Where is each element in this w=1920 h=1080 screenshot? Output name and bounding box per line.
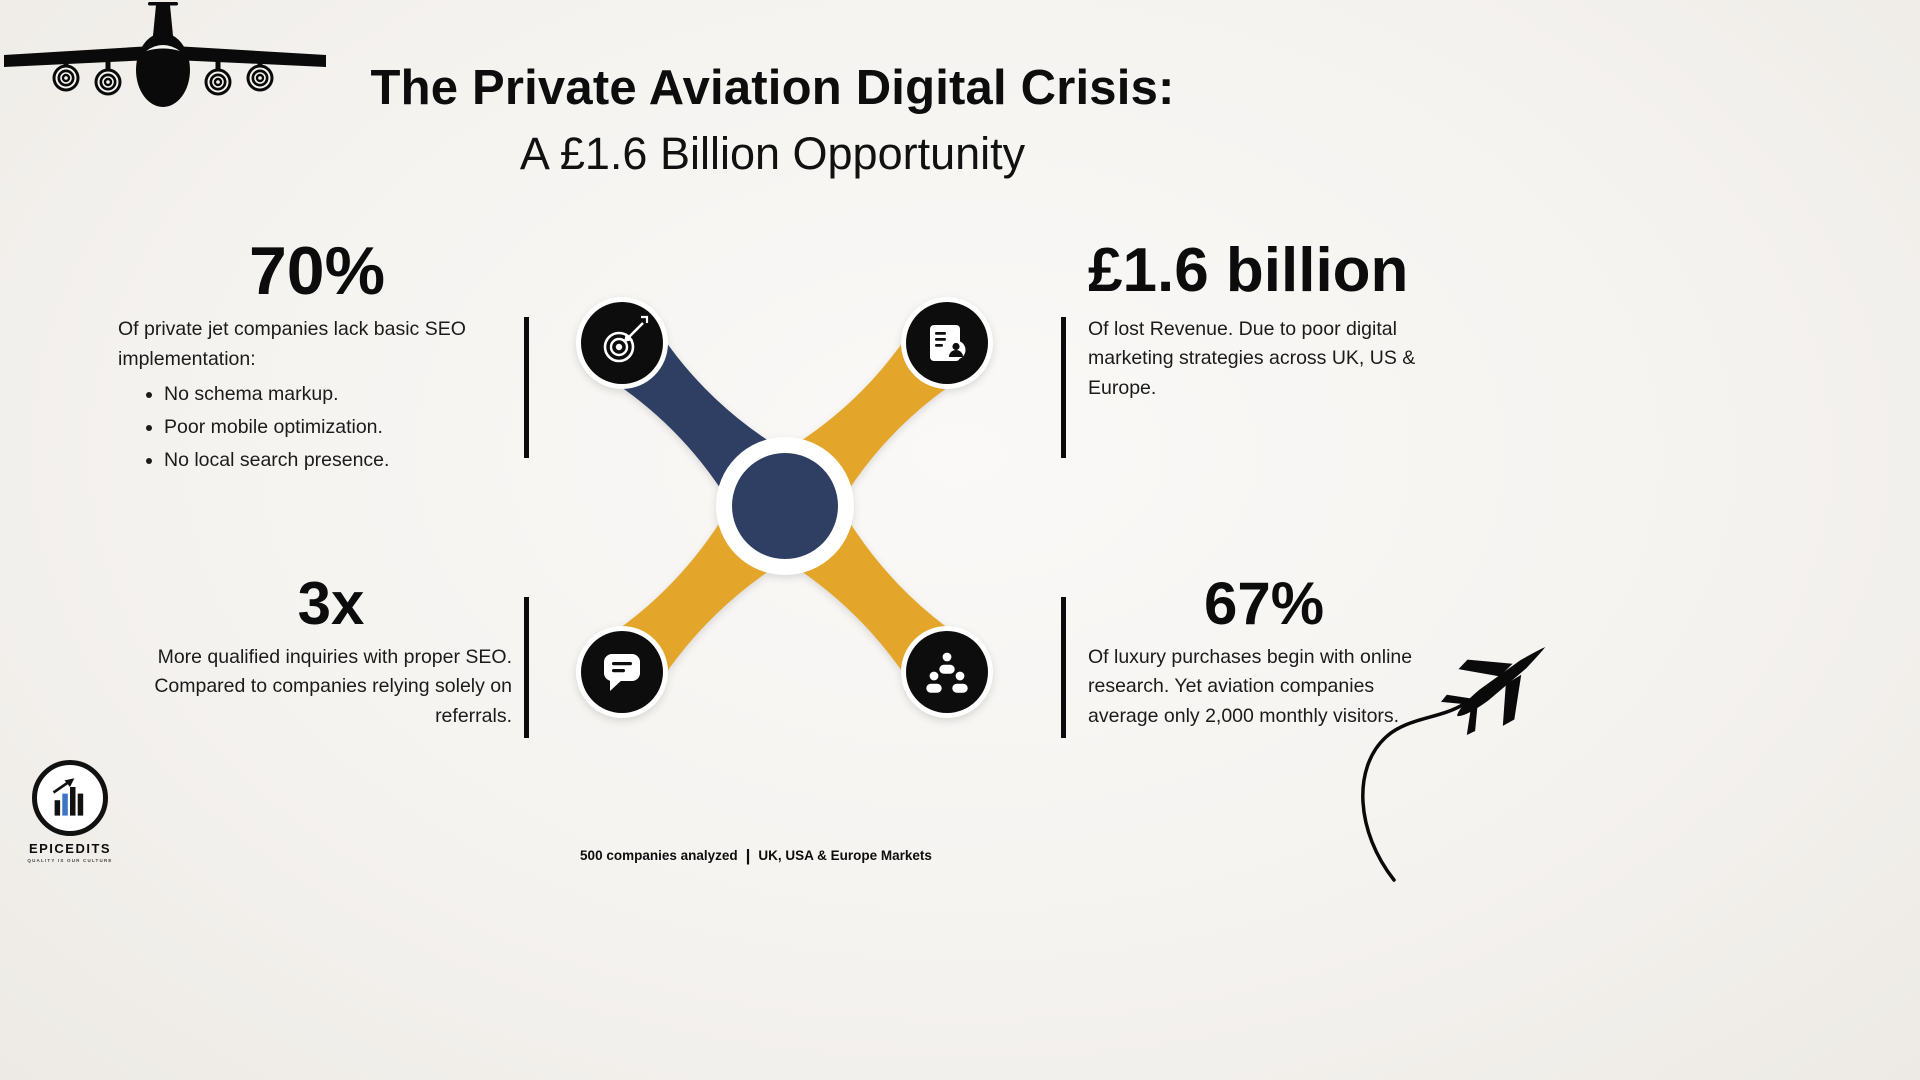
bullet-item: No schema markup. [164,380,516,409]
stat-description: More qualified inquiries with proper SEO… [154,646,512,727]
logo-name: EPICEDITS [28,841,112,856]
contact-card-icon [930,325,966,361]
node-target [576,297,668,389]
jet-silhouette [1440,647,1546,736]
logo-tagline: QUALITY IS OUR CULTURE [27,858,113,863]
chat-icon [604,654,640,691]
divider-bar-top-right [1061,317,1066,458]
people-icon [924,650,970,695]
airplane-front-icon [4,2,326,107]
stat-block-lost-revenue: £1.6 billion Of lost Revenue. Due to poo… [1088,238,1440,403]
center-circle [732,453,838,559]
footer-left-text: 500 companies analyzed [580,848,738,863]
stat-value: 67% [1203,570,1325,637]
stat-description: Of lost Revenue. Due to poor digital mar… [1088,318,1416,399]
stat-block-online-research: 67% Of luxury purchases begin with onlin… [1088,572,1440,731]
stat-block-seo: 70% Of private jet companies lack basic … [118,233,516,480]
footer-divider: | [745,846,751,865]
page-title: The Private Aviation Digital Crisis: [370,61,1175,115]
divider-bar-bottom-right [1061,597,1066,738]
stat-value: 3x [297,570,365,637]
stat-value: £1.6 billion [1088,236,1409,305]
bullet-item: No local search presence. [164,446,516,475]
stat-bullet-list: No schema markup. Poor mobile optimizati… [118,380,516,476]
epicedits-logo: EPICEDITS QUALITY IS OUR CULTURE [26,760,114,863]
x-cross-diagram [576,297,993,718]
bullet-item: Poor mobile optimization. [164,413,516,442]
stat-value: 70% [248,233,386,309]
divider-bar-bottom-left [524,597,529,738]
stat-block-inquiries: 3x More qualified inquiries with proper … [150,572,512,731]
target-icon [603,315,649,363]
footer-right-text: UK, USA & Europe Markets [758,848,932,863]
stat-description: Of private jet companies lack basic SEO … [118,318,466,370]
node-chat [576,626,668,718]
stat-description: Of luxury purchases begin with online re… [1088,646,1413,727]
divider-bar-top-left [524,317,529,458]
airplane-swoosh-icon [1361,647,1546,882]
footer-note: 500 companies analyzed | UK, USA & Europe … [0,845,1512,865]
bar-chart-icon [52,778,84,816]
logo-mark [32,760,108,836]
header: The Private Aviation Digital Crisis: A £… [0,60,1545,180]
node-contact [901,297,993,389]
page-subtitle: A £1.6 Billion Opportunity [519,128,1026,179]
node-people [901,626,993,718]
